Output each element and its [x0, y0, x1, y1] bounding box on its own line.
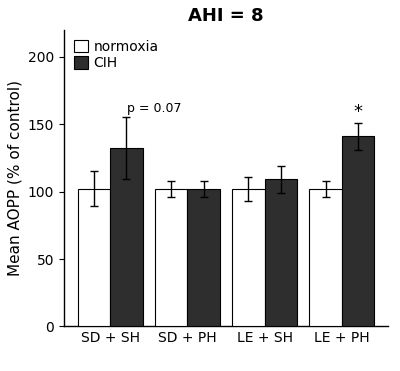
Legend: normoxia, CIH: normoxia, CIH: [74, 40, 159, 70]
Bar: [232, 189, 264, 326]
Y-axis label: Mean AOPP (% of control): Mean AOPP (% of control): [7, 80, 22, 276]
Bar: [110, 148, 143, 326]
Bar: [309, 189, 342, 326]
Text: *: *: [354, 104, 362, 121]
Title: AHI = 8: AHI = 8: [188, 7, 264, 25]
Bar: [155, 189, 188, 326]
Bar: [264, 180, 297, 326]
Bar: [342, 136, 374, 326]
Bar: [78, 189, 110, 326]
Bar: [188, 189, 220, 326]
Text: p = 0.07: p = 0.07: [127, 102, 182, 115]
